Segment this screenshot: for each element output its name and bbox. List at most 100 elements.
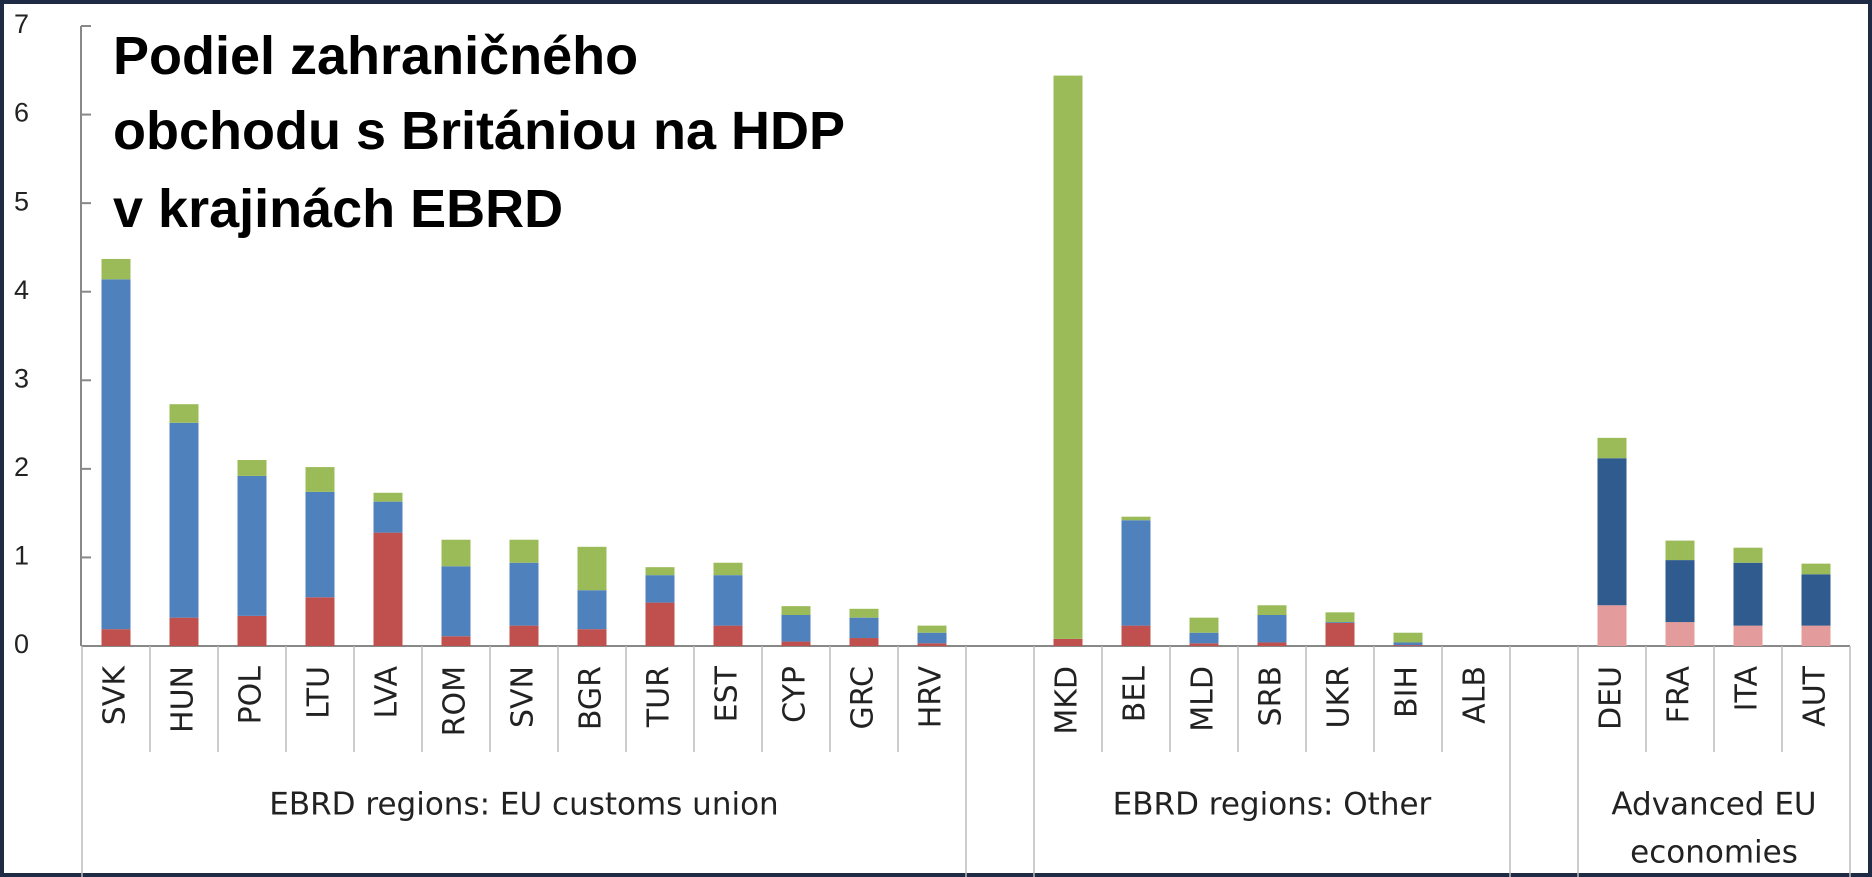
bar-segment (1665, 560, 1695, 623)
y-tick-label: 4 (14, 275, 29, 305)
bar-segment (577, 546, 607, 591)
bar-segment (1121, 625, 1151, 646)
bar-segment (645, 575, 675, 603)
bar-segment (1597, 437, 1627, 459)
x-tick-label: ROM (438, 666, 473, 736)
group-label: EBRD regions: Other (1113, 787, 1432, 823)
bar-segment (237, 460, 267, 476)
bar-segment (1801, 574, 1831, 626)
bar-segment (849, 608, 879, 618)
bar-segment (1189, 643, 1219, 646)
bar-segment (849, 638, 879, 646)
bar-segment (373, 501, 403, 533)
bar-segment (1189, 617, 1219, 633)
bar-segment (645, 602, 675, 646)
bar-segment (237, 475, 267, 616)
x-tick-label: HUN (166, 666, 201, 733)
bar-segment (237, 615, 267, 646)
bar-segment (305, 467, 335, 492)
bar-segment (713, 625, 743, 646)
bar-segment (373, 492, 403, 502)
bar-segment (1597, 458, 1627, 606)
bar-segment (713, 575, 743, 626)
bar-segment (1325, 612, 1355, 623)
bar-segment (1665, 622, 1695, 646)
bar-segment (305, 491, 335, 598)
bar-segment (509, 625, 539, 646)
bar-segment (849, 617, 879, 639)
bar-segment (1189, 632, 1219, 644)
y-tick-label: 0 (14, 629, 29, 659)
x-tick-label: LTU (302, 666, 337, 719)
bar-segment (509, 562, 539, 626)
bar-segment (101, 258, 131, 280)
x-tick-label: POL (234, 666, 269, 725)
x-tick-label: BGR (574, 666, 609, 730)
bar-segment (1393, 632, 1423, 643)
x-tick-label: FRA (1662, 666, 1697, 724)
x-tick-label: BEL (1118, 666, 1153, 723)
bar-segment (1665, 540, 1695, 561)
bar-segment (781, 641, 811, 646)
bar-segment (169, 617, 199, 646)
x-tick-label: SRB (1254, 666, 1289, 726)
bar-segment (1801, 625, 1831, 646)
bar-segment (917, 625, 947, 633)
x-tick-label: MKD (1050, 666, 1085, 735)
bar-segment (1393, 642, 1423, 646)
chart-title: v krajinách EBRD (113, 179, 563, 239)
bar-segment (1325, 622, 1355, 646)
y-tick-label: 6 (14, 98, 29, 128)
bar-segment (509, 539, 539, 563)
bar-segment (781, 606, 811, 615)
bar-segment (1121, 516, 1151, 521)
x-tick-label: MLD (1186, 666, 1221, 732)
y-tick-label: 3 (14, 363, 29, 393)
y-tick-label: 7 (14, 9, 29, 39)
bar-segment (1801, 563, 1831, 575)
x-tick-label: LVA (370, 666, 405, 719)
x-tick-label: TUR (642, 666, 677, 728)
bar-segment (1257, 615, 1287, 643)
bar-segment (101, 279, 131, 630)
x-tick-label: HRV (914, 666, 949, 729)
bar-segment (577, 629, 607, 646)
y-tick-label: 5 (14, 186, 29, 216)
bar-segment (373, 532, 403, 646)
bar-segment (1053, 638, 1083, 646)
bar-segment (917, 643, 947, 646)
group-label: EBRD regions: EU customs union (269, 787, 778, 823)
group-label: economies (1630, 835, 1798, 871)
x-tick-label: ITA (1730, 666, 1765, 712)
x-tick-label: UKR (1322, 666, 1357, 728)
bar-segment (917, 632, 947, 644)
bar-segment (645, 567, 675, 576)
x-tick-label: EST (710, 665, 745, 722)
chart-title: Podiel zahraničného (113, 26, 638, 86)
bar-segment (1257, 605, 1287, 615)
x-tick-label: CYP (778, 666, 813, 723)
y-tick-label: 1 (14, 541, 29, 571)
bar-segment (1597, 605, 1627, 646)
y-tick-label: 2 (14, 452, 29, 482)
x-tick-label: ALB (1458, 666, 1493, 724)
x-tick-label: SVK (98, 665, 133, 726)
bar-segment (101, 629, 131, 646)
bar-segment (1733, 547, 1763, 563)
bar-segment (1733, 562, 1763, 626)
x-tick-label: DEU (1594, 666, 1629, 730)
bar-segment (441, 566, 471, 637)
bar-segment (441, 539, 471, 567)
bar-segment (1257, 642, 1287, 646)
bar-segment (441, 636, 471, 646)
x-tick-label: GRC (846, 666, 881, 730)
bar-segment (305, 597, 335, 646)
bar-segment (1121, 520, 1151, 626)
x-tick-label: AUT (1798, 665, 1833, 726)
group-label: Advanced EU (1611, 787, 1816, 823)
bar-segment (1733, 625, 1763, 646)
bar-segment (713, 562, 743, 576)
bar-segment (1393, 645, 1423, 646)
bar-segment (577, 590, 607, 630)
